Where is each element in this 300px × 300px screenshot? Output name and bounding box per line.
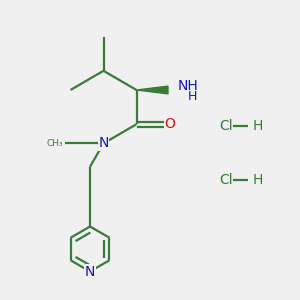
Text: Cl: Cl	[219, 119, 232, 133]
Text: H: H	[253, 119, 263, 133]
Text: N: N	[85, 265, 95, 278]
Polygon shape	[136, 86, 168, 94]
Text: Cl: Cl	[219, 173, 232, 187]
Text: NH: NH	[178, 80, 199, 93]
Text: N: N	[98, 136, 109, 150]
Text: H: H	[188, 90, 198, 103]
Text: O: O	[165, 117, 176, 131]
Text: CH₃: CH₃	[46, 139, 63, 148]
Text: H: H	[253, 173, 263, 187]
